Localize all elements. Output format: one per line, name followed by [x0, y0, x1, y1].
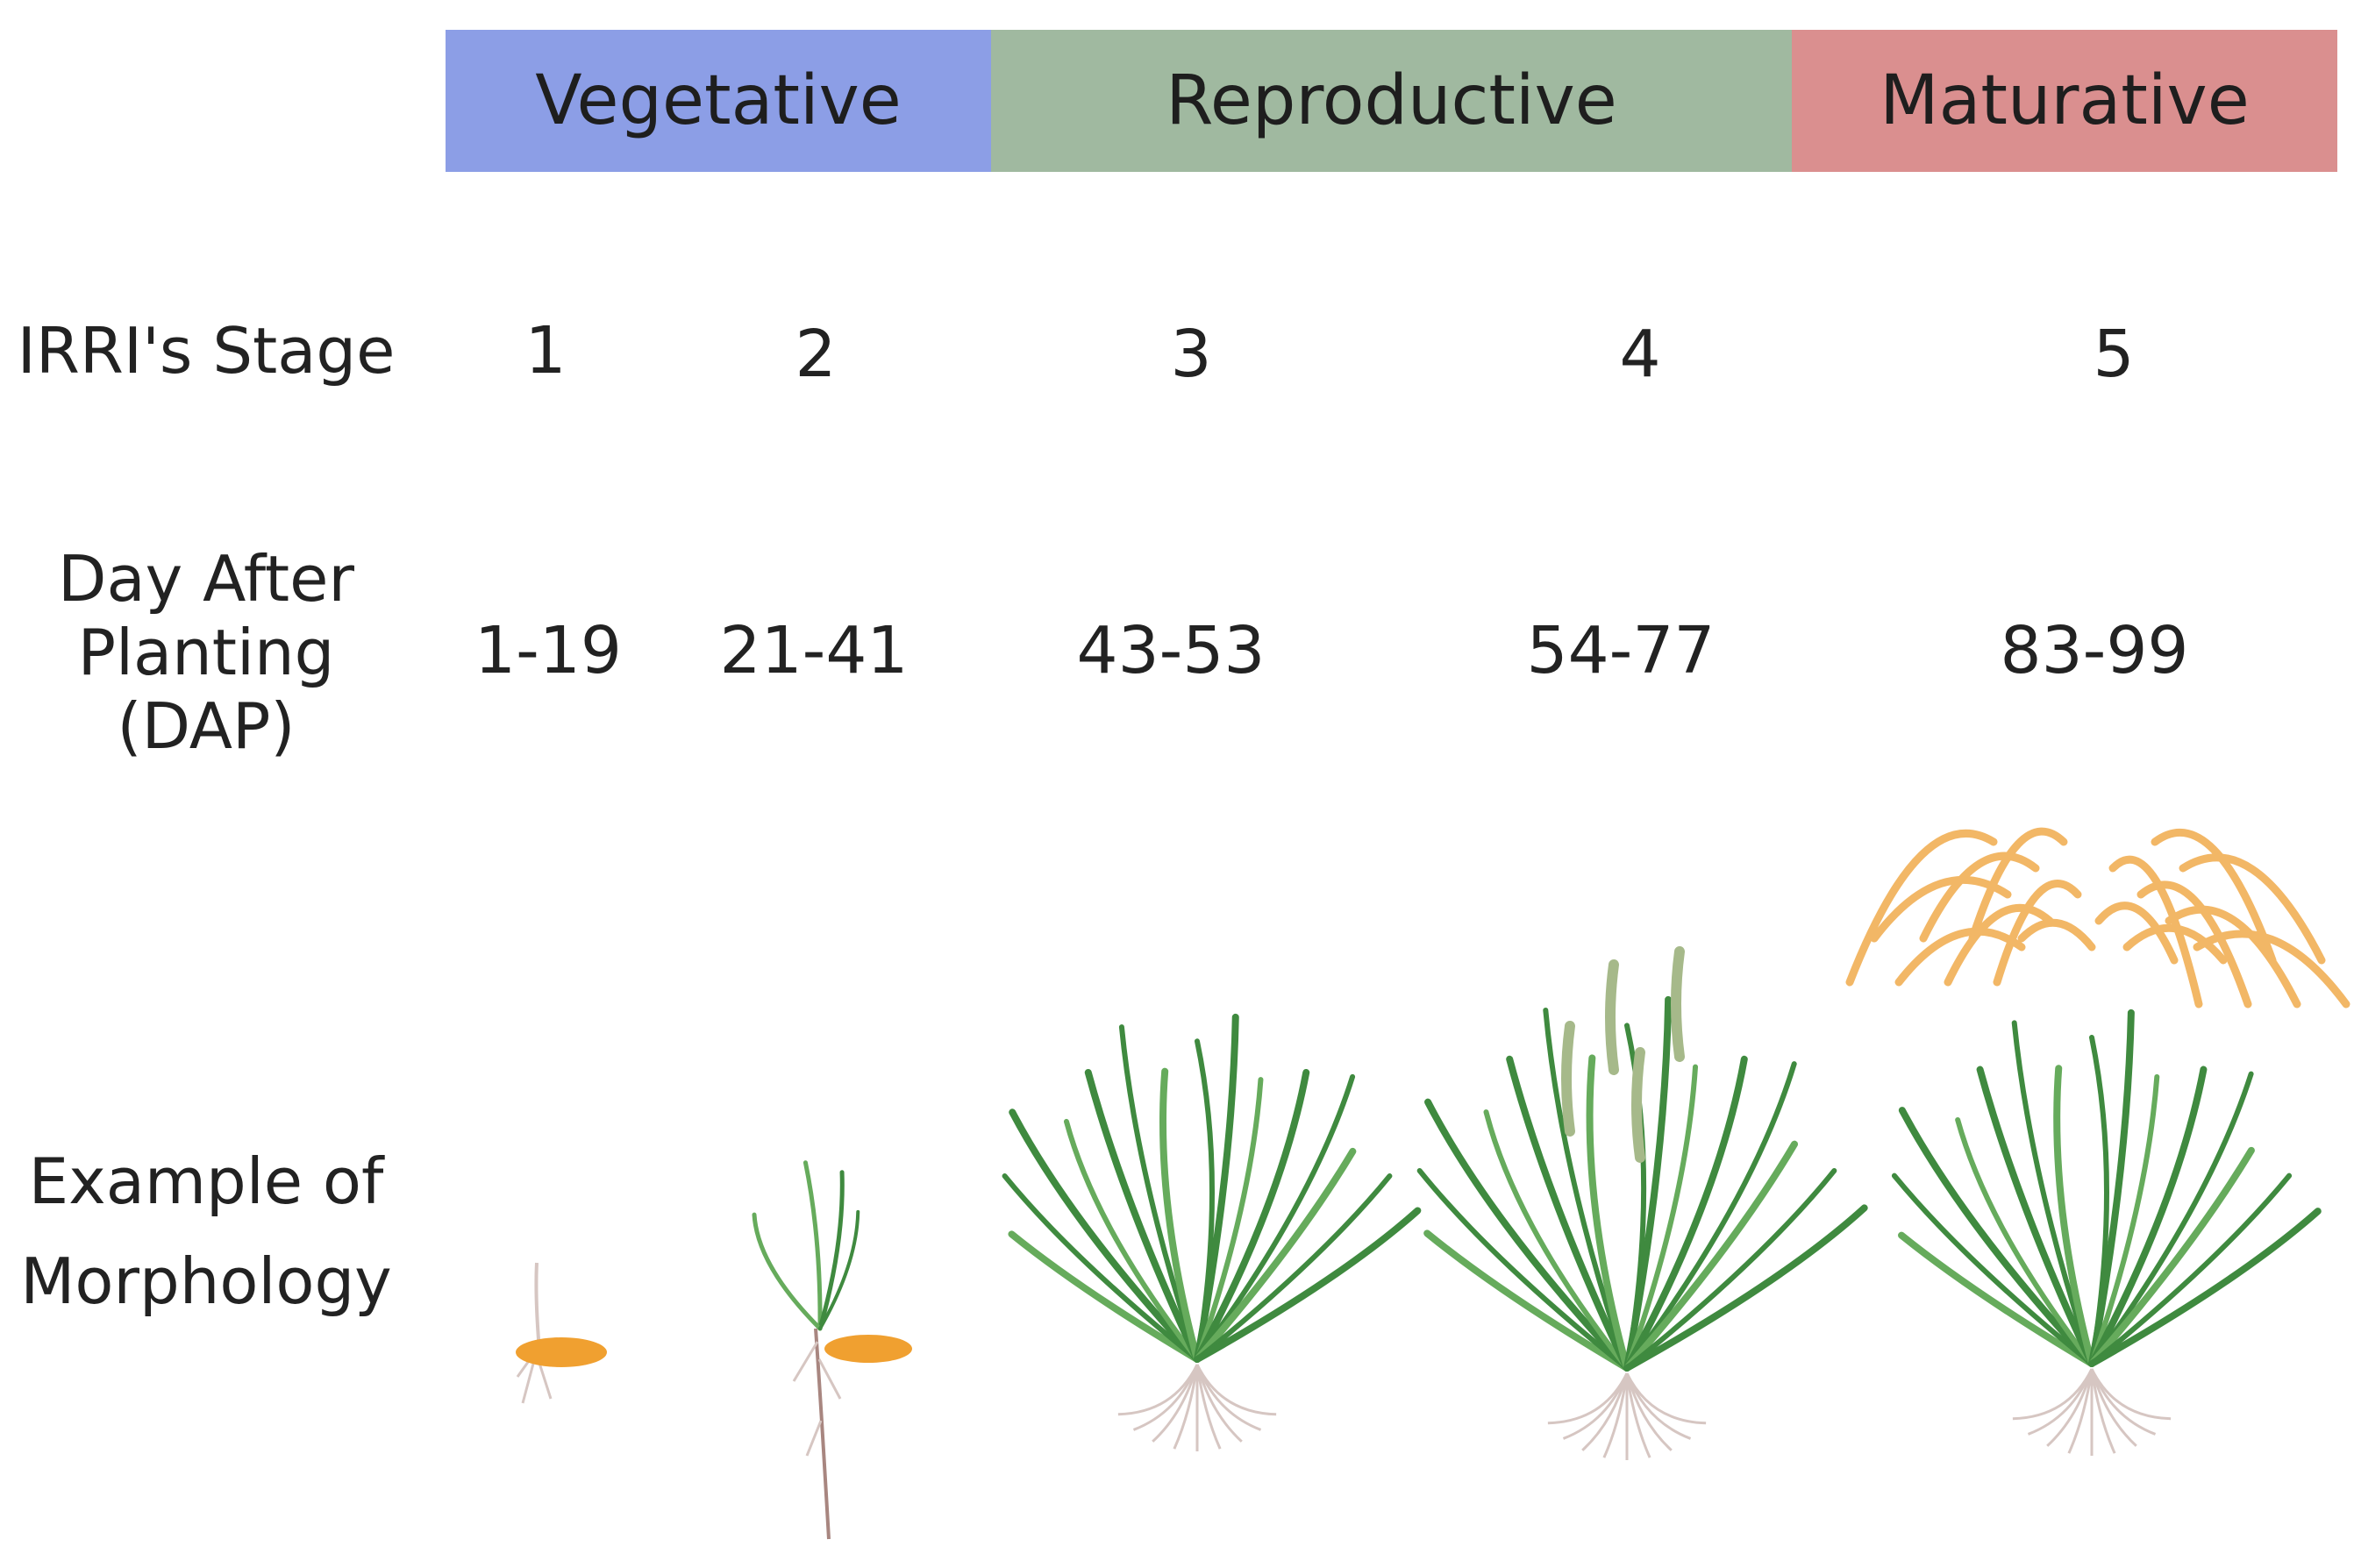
stage-number: 5	[2093, 317, 2135, 392]
row-label-dap: Day After Planting (DAP)	[58, 542, 354, 763]
phase-maturative: Maturative	[1792, 30, 2337, 172]
dap-range: 1-19	[474, 613, 622, 688]
stage-number: 1	[524, 313, 567, 388]
phase-label: Vegetative	[535, 61, 902, 140]
phase-label: Maturative	[1880, 61, 2250, 140]
stage-number: 4	[1619, 317, 1661, 392]
ripening-rice-plant-icon	[1845, 827, 2350, 1456]
dap-range: 83-99	[2000, 613, 2189, 688]
phase-vegetative: Vegetative	[446, 30, 991, 172]
flowering-rice-plant-icon	[1416, 946, 1868, 1460]
seedling-icon	[752, 1160, 912, 1540]
stage-number: 2	[795, 317, 837, 392]
row-label-stage: IRRI's Stage	[17, 314, 396, 388]
dap-range: 54-77	[1526, 613, 1716, 688]
tillering-rice-plant-icon	[1002, 1013, 1422, 1451]
dap-range: 21-41	[719, 613, 909, 688]
row-label-morphology: Example of Morphology	[20, 1144, 392, 1318]
stage-number: 3	[1170, 317, 1212, 392]
germinating-seed-icon	[516, 1262, 607, 1404]
phase-reproductive: Reproductive	[991, 30, 1792, 172]
phase-label: Reproductive	[1166, 61, 1617, 140]
dap-range: 43-53	[1076, 613, 1266, 688]
